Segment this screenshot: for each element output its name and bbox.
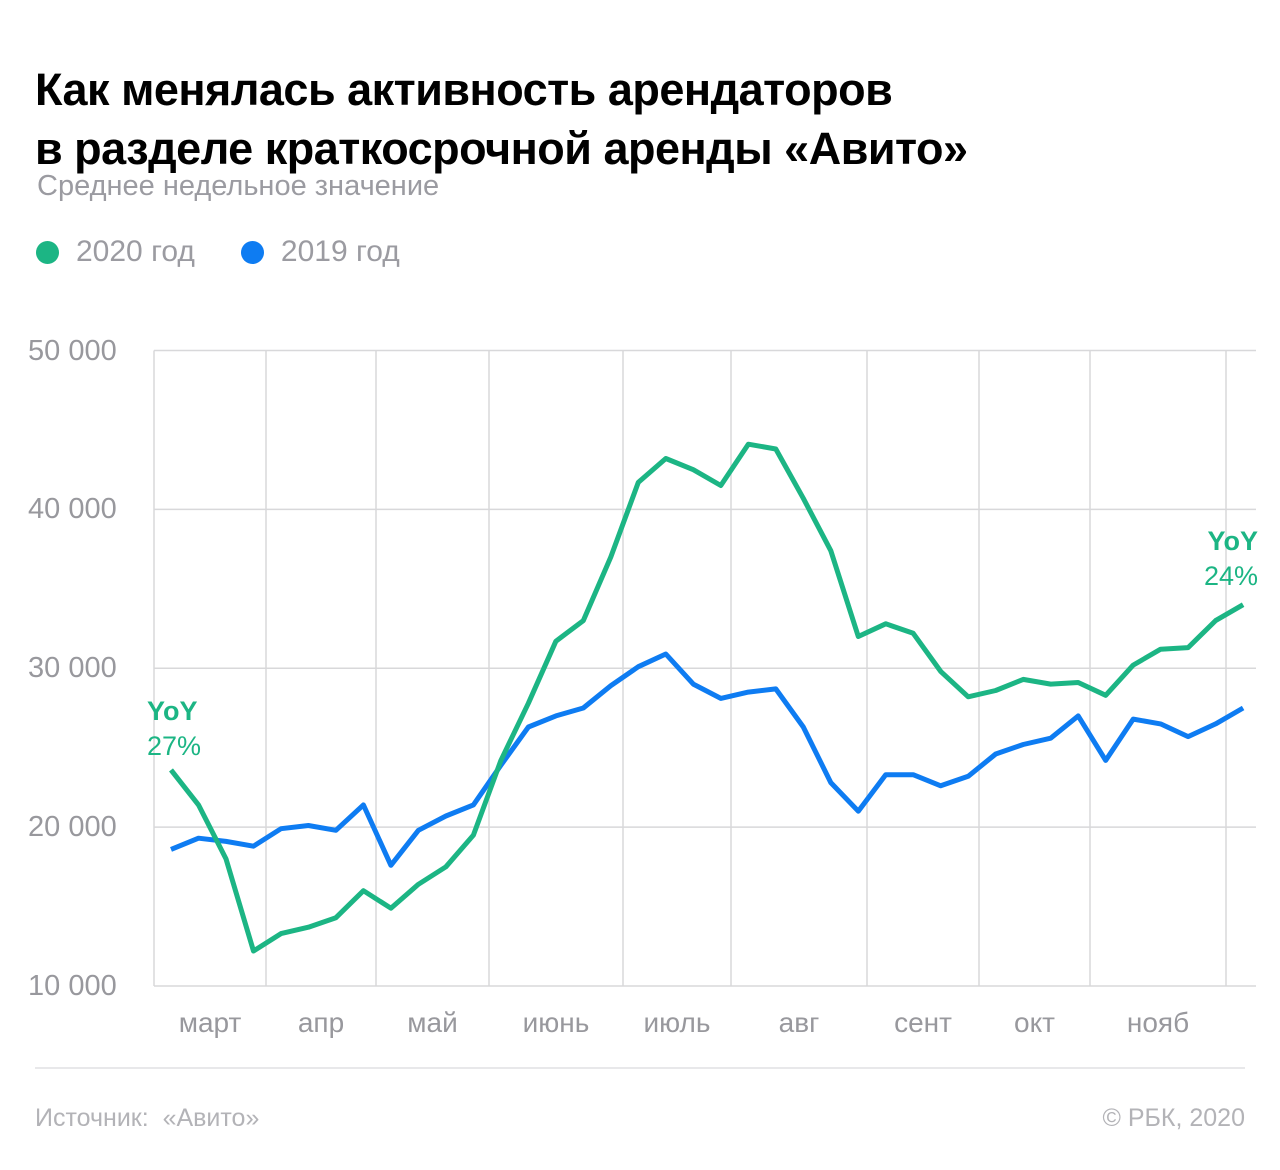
y-axis-label: 40 000 [28, 493, 117, 526]
y-axis-label: 50 000 [28, 334, 117, 367]
legend-item-label: 2020 год [76, 235, 195, 268]
x-axis-label: май [407, 1007, 458, 1038]
source-note: Источник: «Авито» [35, 1104, 260, 1132]
x-axis-label: авг [778, 1007, 820, 1038]
yoy-annotation-start: YoY 27% [147, 694, 201, 764]
x-axis-label: март [178, 1007, 242, 1038]
page-subtitle: Среднее недельное значение [37, 170, 440, 202]
x-axis-label: сент [894, 1007, 952, 1038]
footer-divider [35, 1067, 1245, 1069]
yoy-annotation-end-value: 24% [1203, 561, 1258, 591]
x-axis-label: июнь [522, 1007, 590, 1038]
y-axis-label: 10 000 [28, 970, 117, 1002]
x-axis-label: окт [1014, 1007, 1055, 1038]
legend: 2020 год 2019 год [36, 235, 446, 269]
legend-item-2019: 2019 год [240, 235, 400, 269]
yoy-annotation-start-value: 27% [147, 731, 202, 761]
x-axis-label: апр [297, 1007, 345, 1038]
series-line-2019 [170, 651, 1245, 868]
y-axis-label: 20 000 [28, 811, 117, 844]
legend-dot-icon [240, 240, 264, 264]
x-axis-label: нояб [1126, 1007, 1190, 1038]
legend-item-label: 2019 год [280, 235, 400, 268]
yoy-annotation-end-label: YoY [1207, 526, 1258, 556]
legend-item-2020: 2020 год [36, 235, 195, 269]
legend-dot-icon [36, 240, 59, 264]
page-title: Как менялась активность арендаторов в ра… [35, 64, 968, 175]
copyright-note: © РБК, 2020 [1102, 1104, 1245, 1132]
series-line-2020 [169, 441, 1245, 954]
yoy-annotation-end: YoY 24% [1204, 524, 1258, 594]
y-axis-label: 30 000 [28, 652, 117, 685]
yoy-annotation-start-label: YoY [147, 696, 198, 726]
x-axis-label: июль [643, 1007, 711, 1038]
